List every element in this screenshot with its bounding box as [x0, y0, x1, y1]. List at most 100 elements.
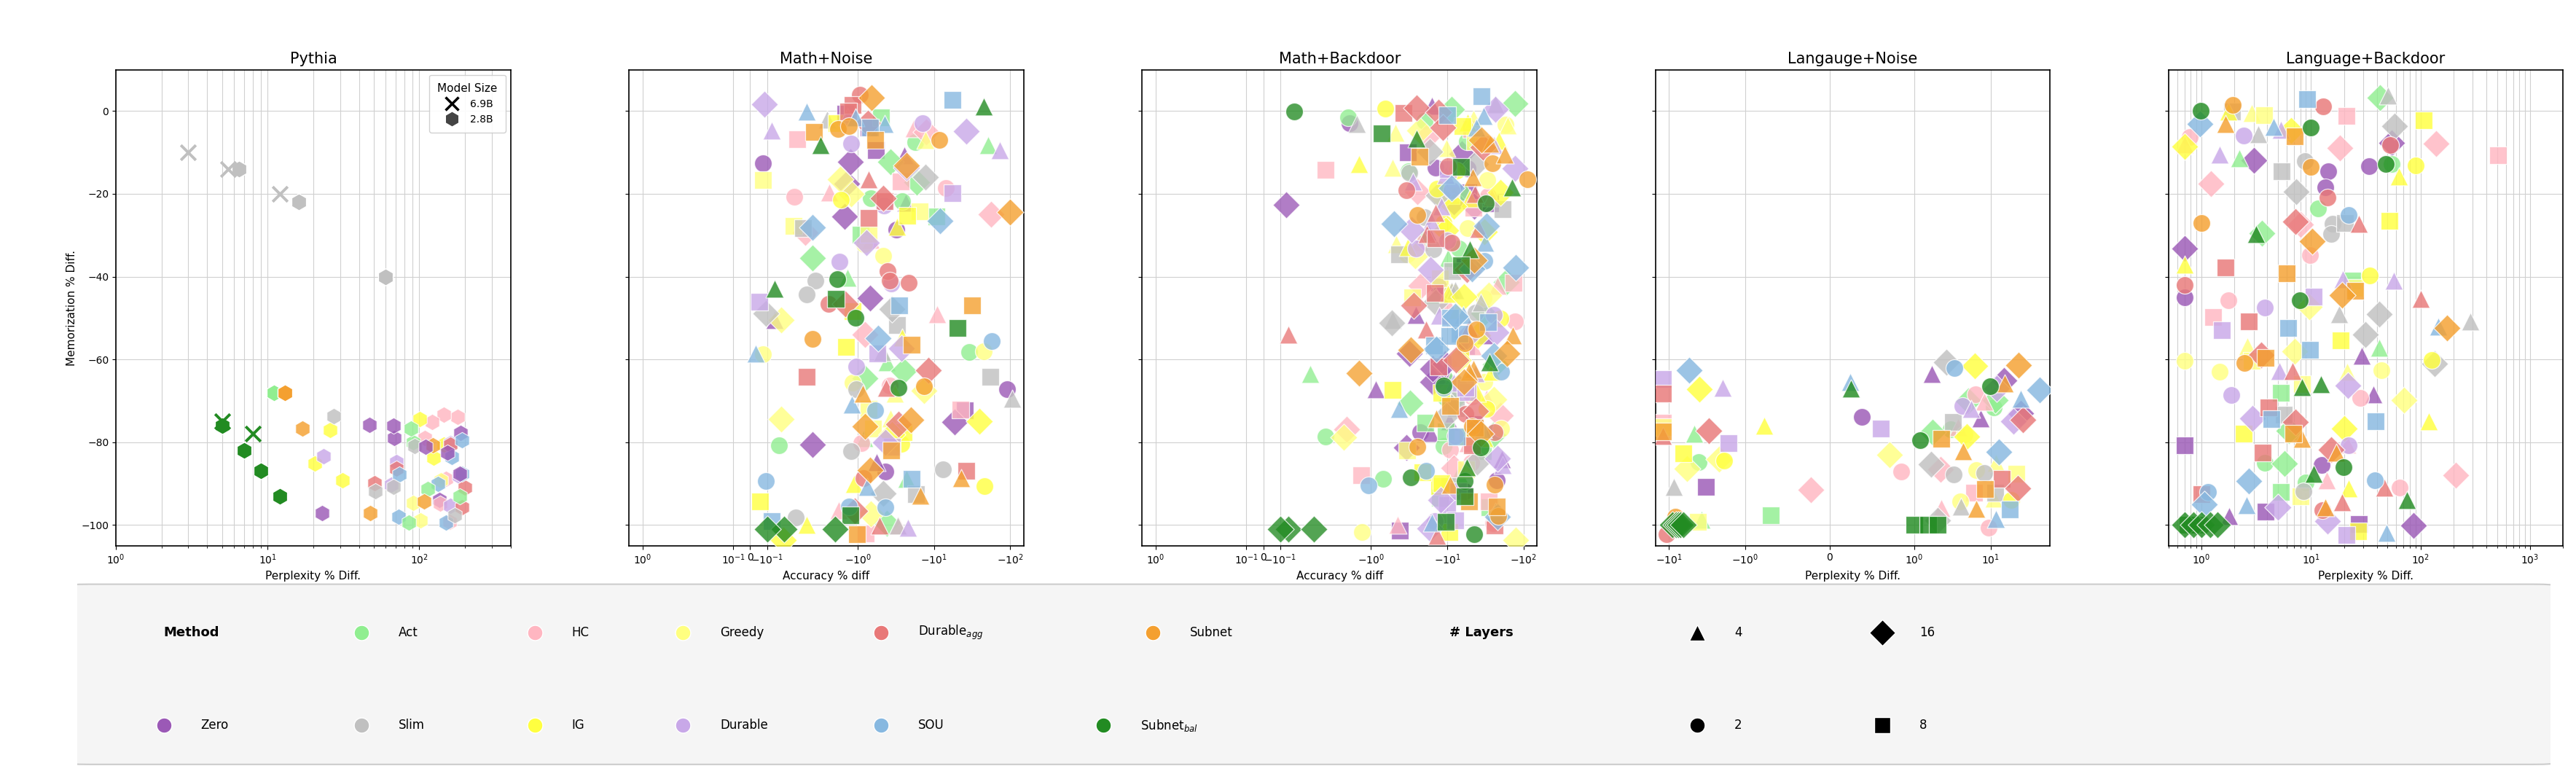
Point: [2233, 154, 2275, 166]
Point: [2300, 378, 2342, 390]
Point: [742, 174, 783, 187]
Point: [884, 149, 925, 162]
Point: [389, 423, 430, 435]
Point: [2409, 416, 2450, 428]
Point: [1337, 118, 1378, 130]
Point: [1437, 242, 1479, 255]
Point: [1476, 327, 1517, 339]
Point: [1466, 173, 1507, 186]
Point: [835, 478, 876, 491]
Point: [2002, 413, 2043, 426]
Point: [1448, 187, 1489, 199]
Point: [845, 527, 886, 539]
Point: [392, 436, 433, 448]
Point: [755, 313, 796, 326]
Point: [2324, 273, 2365, 286]
Point: [440, 467, 482, 480]
Point: [1481, 409, 1522, 421]
Point: [1414, 162, 1455, 174]
Point: [917, 210, 958, 222]
Point: [309, 424, 350, 437]
Point: [1427, 142, 1468, 154]
Point: [1463, 293, 1504, 305]
Point: [2213, 98, 2254, 111]
Text: # Layers: # Layers: [1450, 626, 1515, 639]
Point: [425, 473, 466, 485]
Point: [2208, 510, 2249, 522]
Point: [881, 437, 922, 450]
Point: [1473, 139, 1515, 152]
Point: [1476, 279, 1517, 292]
Point: [1260, 523, 1301, 536]
Point: [2275, 215, 2316, 228]
Point: [904, 171, 945, 183]
Point: [1267, 328, 1309, 341]
Point: [1455, 422, 1497, 434]
Point: [1445, 382, 1486, 394]
Point: [1976, 394, 2017, 406]
Point: [850, 464, 891, 477]
Point: [2174, 519, 2215, 531]
Point: [201, 416, 242, 428]
Point: [945, 464, 987, 477]
Point: [440, 467, 482, 480]
Point: [1471, 137, 1512, 149]
Point: [2427, 322, 2468, 334]
Point: [366, 270, 407, 283]
Point: [1406, 323, 1448, 335]
Point: [407, 483, 448, 495]
Point: [1437, 485, 1479, 498]
Point: [1417, 343, 1458, 355]
Point: [2218, 152, 2259, 164]
Point: [1664, 447, 1705, 460]
Point: [1432, 200, 1473, 213]
Point: [1401, 231, 1443, 243]
Point: [374, 481, 415, 493]
Point: [2329, 209, 2370, 221]
Point: [1373, 383, 1414, 396]
Point: [835, 361, 876, 373]
Point: [2251, 413, 2293, 425]
Point: [742, 157, 783, 170]
Point: [1453, 200, 1494, 213]
Point: [881, 342, 922, 354]
Point: [1953, 487, 1994, 499]
Point: [878, 519, 920, 532]
Point: [1466, 329, 1507, 341]
Point: [1417, 189, 1458, 201]
X-axis label: Perplexity % Diff.: Perplexity % Diff.: [1806, 570, 1901, 581]
Point: [422, 409, 464, 421]
Point: [876, 221, 917, 233]
Point: [1989, 503, 2030, 515]
Point: [1476, 452, 1517, 464]
Point: [752, 124, 793, 136]
Point: [1455, 307, 1497, 319]
Point: [2205, 262, 2246, 274]
Point: [817, 123, 858, 135]
Point: [1422, 516, 1463, 529]
Point: [2164, 242, 2205, 255]
Point: [871, 277, 912, 289]
Point: [886, 196, 927, 208]
Point: [1450, 440, 1492, 452]
Point: [2329, 439, 2370, 451]
Point: [855, 134, 896, 146]
Point: [412, 451, 453, 464]
Point: [1360, 128, 1401, 140]
Point: [1999, 392, 2040, 405]
Point: [2200, 366, 2241, 378]
Point: [2287, 300, 2329, 313]
Title: Math+Noise: Math+Noise: [781, 52, 873, 67]
Point: [886, 159, 927, 172]
Point: [1473, 505, 1515, 518]
Point: [1455, 158, 1497, 170]
Point: [866, 265, 907, 277]
Point: [876, 319, 917, 331]
Point: [1461, 90, 1502, 102]
Point: [1448, 437, 1489, 450]
Point: [2259, 124, 2300, 136]
Point: [1378, 248, 1419, 261]
Point: [907, 364, 948, 376]
Point: [2267, 321, 2308, 334]
Point: [801, 139, 842, 151]
